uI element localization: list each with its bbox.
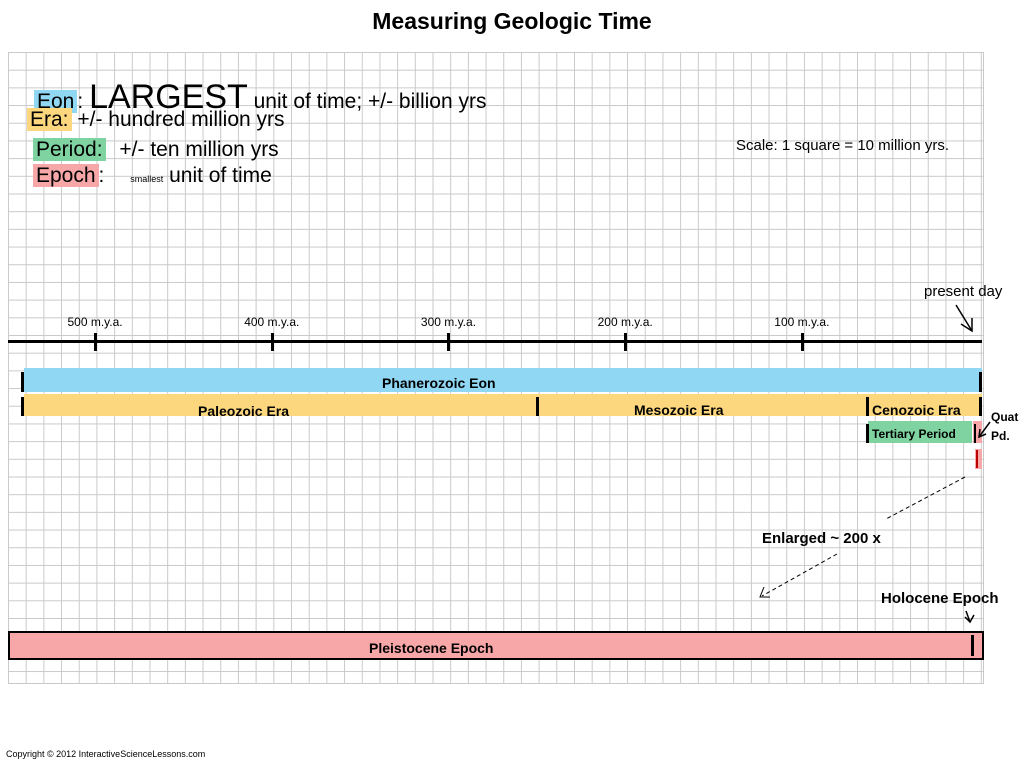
- legend-era: Era: +/- hundred million yrs: [27, 108, 285, 132]
- tertiary-period-bar: [868, 421, 972, 443]
- copyright-notice: Copyright © 2012 InteractiveScienceLesso…: [6, 749, 206, 759]
- timeline-tick-300: [447, 333, 451, 351]
- quaternary-start-marker: [974, 424, 976, 443]
- legend-eon-desc: unit of time; +/- billion yrs: [253, 90, 487, 113]
- timeline-tick-label-500: 500 m.y.a.: [67, 315, 123, 329]
- legend-period-term: Period:: [33, 138, 106, 161]
- legend-epoch-term: Epoch: [33, 164, 99, 187]
- timeline-axis: [8, 340, 982, 343]
- timeline-tick-label-100: 100 m.y.a.: [774, 315, 830, 329]
- page-title: Measuring Geologic Time: [372, 8, 652, 34]
- present-day-arrow-icon: [955, 304, 973, 333]
- era-end-marker: [979, 397, 982, 416]
- paleozoic-era-label: Paleozoic Era: [198, 403, 290, 419]
- legend-epoch: Epoch: smallest unit of time: [33, 164, 272, 188]
- enlarged-label: Enlarged ~ 200 x: [762, 530, 881, 547]
- holocene-epoch-label: Holocene Epoch: [881, 590, 999, 607]
- timeline-tick-label-200: 200 m.y.a.: [597, 315, 653, 329]
- tertiary-period-label: Tertiary Period: [872, 427, 956, 441]
- quaternary-sliver-marker: [976, 450, 978, 468]
- cenozoic-start-marker: [866, 397, 869, 416]
- legend-eon-sep: :: [77, 90, 84, 113]
- mesozoic-start-marker: [536, 397, 539, 416]
- timeline-tick-400: [270, 333, 274, 351]
- timeline-tick-500: [94, 333, 97, 351]
- eon-end-marker: [979, 372, 982, 392]
- quaternary-period-bar: [973, 421, 982, 443]
- legend-eon-term: Eon: [34, 90, 78, 113]
- legend-eon-largest: LARGEST: [89, 78, 248, 116]
- mesozoic-era-label: Mesozoic Era: [634, 402, 724, 418]
- legend-period-desc: +/- ten million yrs: [119, 138, 279, 161]
- legend-period: Period: +/- ten million yrs: [33, 138, 279, 162]
- timeline-tick-label-400: 400 m.y.a.: [244, 315, 300, 329]
- legend-era-term: Era:: [27, 108, 72, 131]
- era-bar: [24, 394, 982, 416]
- eon-start-marker: [21, 372, 24, 392]
- quaternary-arrow-icon: [978, 421, 991, 439]
- quaternary-label-2: Pd.: [991, 429, 1010, 443]
- legend-era-desc: +/- hundred million yrs: [77, 108, 285, 131]
- legend-eon: Eon: LARGEST unit of time; +/- billion y…: [34, 78, 486, 117]
- quaternary-sliver: [975, 449, 982, 469]
- graph-paper-grid: [8, 52, 984, 684]
- pleistocene-epoch-bar: [8, 631, 984, 660]
- scale-note: Scale: 1 square = 10 million yrs.: [736, 137, 950, 154]
- enlarged-dashed-arrow-icon: [759, 476, 966, 598]
- legend-epoch-smallest: smallest: [130, 174, 164, 184]
- timeline-tick-200: [624, 333, 628, 351]
- legend-epoch-sep: :: [98, 164, 105, 187]
- present-day-label: present day: [924, 283, 1003, 300]
- quaternary-label-1: Quat: [991, 410, 1019, 424]
- tertiary-start-marker: [866, 424, 869, 443]
- cenozoic-era-label: Cenozoic Era: [872, 402, 961, 418]
- legend-epoch-desc: unit of time: [169, 164, 272, 187]
- timeline-tick-label-300: 300 m.y.a.: [420, 315, 477, 329]
- pleistocene-epoch-label: Pleistocene Epoch: [369, 640, 494, 656]
- phanerozoic-eon-bar: [24, 368, 982, 392]
- timeline-tick-100: [800, 333, 804, 351]
- phanerozoic-eon-label: Phanerozoic Eon: [382, 375, 496, 391]
- holocene-arrow-icon: [964, 610, 975, 624]
- paleozoic-start-marker: [21, 397, 24, 416]
- holocene-start-marker: [971, 635, 974, 656]
